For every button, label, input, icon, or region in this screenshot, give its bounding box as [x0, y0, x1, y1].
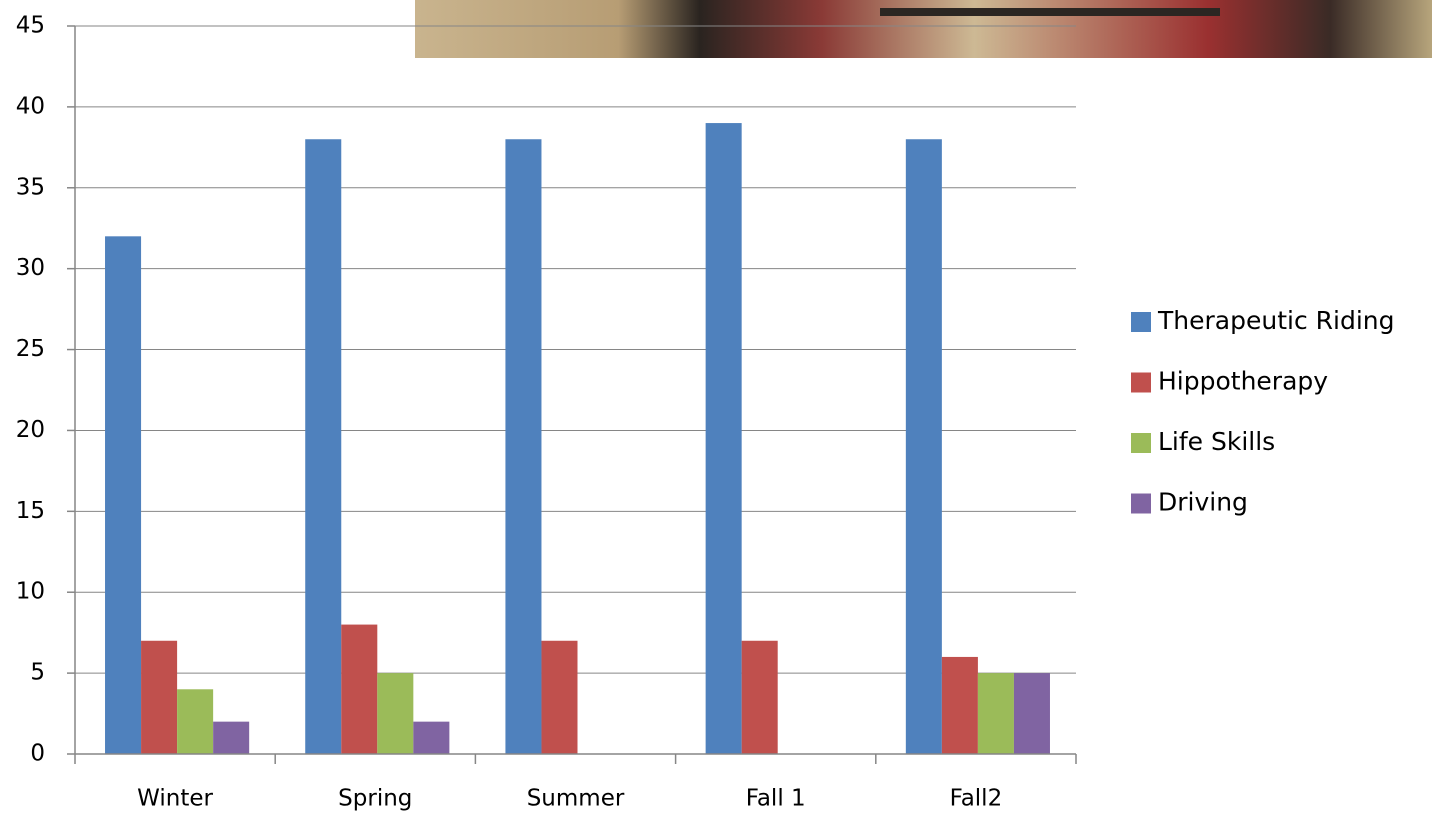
legend-label: Life Skills — [1158, 427, 1275, 456]
x-tick-label: Fall2 — [950, 786, 1003, 812]
bar — [177, 689, 213, 754]
bar — [377, 673, 413, 754]
legend-swatch — [1131, 494, 1151, 514]
bar — [341, 625, 377, 754]
bar — [742, 641, 778, 754]
y-tick-label: 25 — [16, 336, 45, 362]
legend-swatch — [1131, 373, 1151, 393]
x-tick-label: Winter — [137, 786, 213, 812]
bar — [978, 673, 1014, 754]
bar — [541, 641, 577, 754]
legend-label: Therapeutic Riding — [1157, 306, 1394, 335]
bar — [505, 139, 541, 754]
y-tick-label: 45 — [16, 13, 45, 39]
y-tick-label: 40 — [16, 93, 45, 119]
bar — [942, 657, 978, 754]
bar — [213, 722, 249, 754]
legend-swatch — [1131, 312, 1151, 332]
y-tick-label: 20 — [16, 417, 45, 443]
bars — [105, 123, 1050, 754]
chart: 0 5 10 15 20 25 30 35 40 45 Winter Spring Summer Fall… — [0, 0, 1432, 815]
bar — [1014, 673, 1050, 754]
y-tick-label: 15 — [16, 498, 45, 524]
x-tick-label: Spring — [338, 786, 412, 812]
y-tick-label: 30 — [16, 255, 45, 281]
bar — [906, 139, 942, 754]
y-tick-label: 5 — [30, 660, 45, 686]
legend-swatch — [1131, 433, 1151, 453]
page: 0 5 10 15 20 25 30 35 40 45 Winter Spring Summer Fall… — [0, 0, 1432, 815]
x-tick-label: Summer — [527, 786, 625, 812]
bar — [706, 123, 742, 754]
bar — [105, 236, 141, 754]
legend-label: Hippotherapy — [1158, 367, 1328, 396]
bar — [413, 722, 449, 754]
y-tick-label: 10 — [16, 579, 45, 605]
x-tick-label: Fall 1 — [746, 786, 806, 812]
y-tick-label: 0 — [30, 741, 45, 767]
bar — [141, 641, 177, 754]
bar — [305, 139, 341, 754]
photo-detail — [880, 8, 1220, 16]
legend-label: Driving — [1158, 488, 1248, 517]
legend: Therapeutic Riding Hippotherapy Life Skill… — [1131, 306, 1394, 517]
y-tick-label: 35 — [16, 174, 45, 200]
